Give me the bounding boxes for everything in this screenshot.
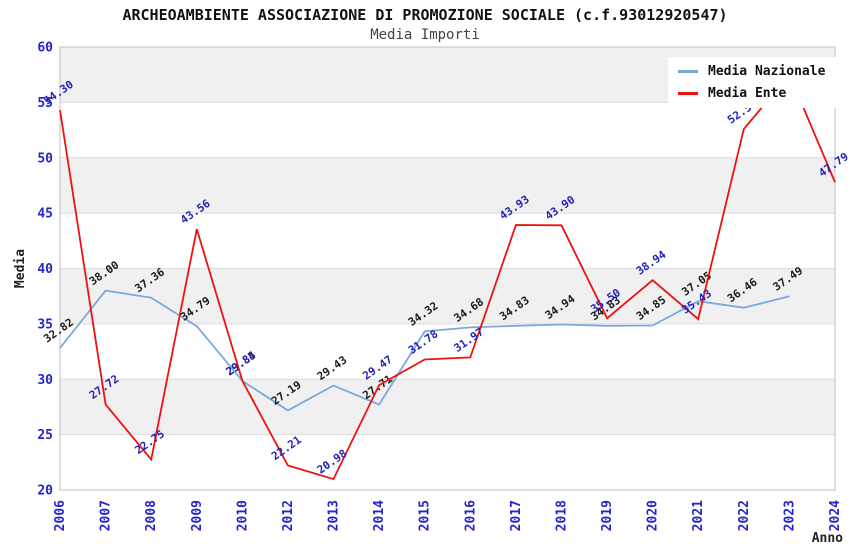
- media-nazionale-line-swatch: [678, 70, 698, 73]
- legend-item-media-ente: Media Ente: [678, 86, 825, 101]
- svg-text:20: 20: [37, 484, 53, 499]
- svg-text:35: 35: [37, 317, 53, 332]
- legend-item-media-nazionale: Media Nazionale: [678, 64, 825, 79]
- svg-text:2020: 2020: [646, 500, 661, 531]
- svg-text:2008: 2008: [144, 500, 159, 531]
- svg-text:2018: 2018: [555, 500, 570, 531]
- legend: Media Nazionale Media Ente: [668, 57, 840, 108]
- svg-text:55: 55: [37, 96, 53, 111]
- svg-text:2014: 2014: [372, 500, 387, 531]
- svg-text:2012: 2012: [281, 500, 296, 531]
- svg-text:2006: 2006: [53, 500, 68, 531]
- media-ente-line-swatch: [678, 92, 698, 95]
- line-media-ente: [59, 72, 836, 481]
- svg-text:50: 50: [37, 151, 53, 166]
- chart-subtitle: Media Importi: [370, 27, 480, 43]
- y-axis-title: Media: [13, 249, 28, 288]
- svg-text:2019: 2019: [600, 500, 615, 531]
- x-axis-title: Anno: [812, 531, 843, 546]
- y-axis-tick-labels: 20 25 30 35 40 45 50 55 60: [37, 41, 53, 499]
- svg-text:2017: 2017: [509, 500, 524, 531]
- svg-text:30: 30: [37, 373, 53, 388]
- legend-label-media-nazionale: Media Nazionale: [708, 64, 826, 79]
- svg-text:2009: 2009: [190, 500, 205, 531]
- plot-bands: [60, 47, 835, 491]
- x-axis-tick-labels: 2006 2007 2008 2009 2010 2012 2013 2014 2015 2016…: [53, 500, 843, 531]
- svg-text:2013: 2013: [327, 500, 342, 531]
- svg-text:2024: 2024: [828, 500, 843, 531]
- line-media-nazionale: [59, 289, 790, 412]
- svg-text:45: 45: [37, 207, 53, 222]
- svg-text:2010: 2010: [235, 500, 250, 531]
- svg-text:2023: 2023: [782, 500, 797, 531]
- svg-text:40: 40: [37, 262, 53, 277]
- svg-text:2016: 2016: [463, 500, 478, 531]
- svg-text:60: 60: [37, 41, 53, 56]
- legend-label-media-ente: Media Ente: [708, 86, 787, 101]
- svg-text:2022: 2022: [737, 500, 752, 531]
- chart-title: ARCHEOAMBIENTE ASSOCIAZIONE DI PROMOZION…: [122, 6, 728, 24]
- svg-text:25: 25: [37, 428, 53, 443]
- gridlines: [60, 46, 835, 491]
- svg-text:2021: 2021: [691, 500, 706, 531]
- svg-text:2007: 2007: [99, 500, 114, 531]
- plot-border: [59, 46, 836, 491]
- svg-text:2015: 2015: [418, 500, 433, 531]
